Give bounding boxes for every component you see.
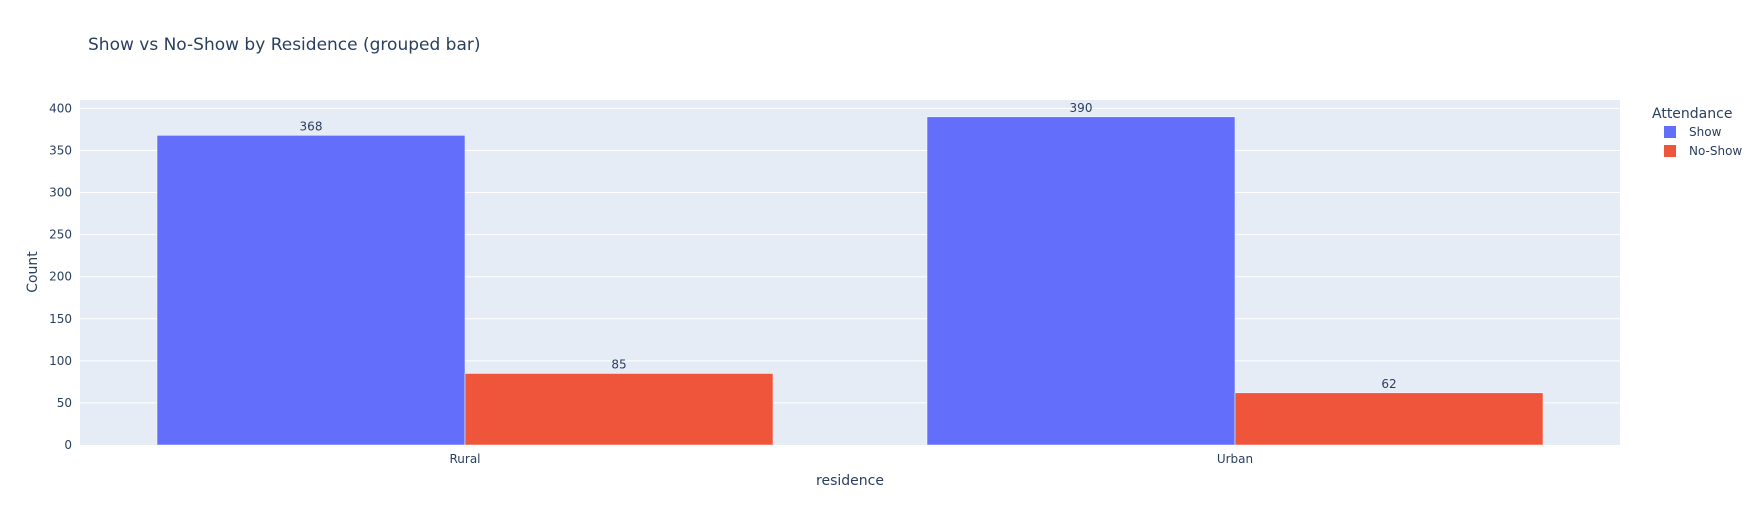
legend: Attendance Show No-Show [1652, 106, 1742, 158]
data-label: 62 [1381, 377, 1396, 391]
legend-item-no-show[interactable]: No-Show [1664, 144, 1742, 158]
legend-swatch [1664, 145, 1676, 157]
data-labels: 368 85 390 62 [300, 101, 1397, 391]
y-tick-label: 300 [49, 186, 72, 200]
x-axis-title: residence [816, 473, 884, 489]
bar-no-show-rural[interactable] [464, 373, 774, 446]
y-axis-title: Count [25, 251, 41, 293]
legend-swatch [1664, 126, 1676, 138]
bar-show-urban[interactable] [926, 116, 1236, 446]
legend-title: Attendance [1652, 106, 1732, 122]
legend-label: Show [1689, 125, 1722, 139]
x-tick-label: Urban [1217, 452, 1253, 466]
bars [156, 116, 1544, 446]
data-label: 85 [611, 357, 626, 371]
y-axis-ticks: 0 50 100 150 200 250 300 350 400 [49, 101, 72, 452]
chart-title: Show vs No-Show by Residence (grouped ba… [88, 35, 481, 55]
data-label: 390 [1070, 101, 1093, 115]
y-tick-label: 350 [49, 143, 72, 157]
legend-item-show[interactable]: Show [1664, 125, 1722, 139]
x-axis-ticks: Rural Urban [449, 452, 1253, 466]
y-tick-label: 400 [49, 101, 72, 115]
y-tick-label: 250 [49, 228, 72, 242]
y-tick-label: 0 [64, 438, 72, 452]
bar-show-rural[interactable] [156, 135, 466, 446]
data-label: 368 [300, 119, 323, 133]
y-tick-label: 200 [49, 270, 72, 284]
bar-no-show-urban[interactable] [1234, 392, 1544, 446]
y-tick-label: 100 [49, 354, 72, 368]
legend-label: No-Show [1689, 144, 1742, 158]
y-tick-label: 150 [49, 312, 72, 326]
y-tick-label: 50 [57, 396, 72, 410]
x-tick-label: Rural [449, 452, 480, 466]
